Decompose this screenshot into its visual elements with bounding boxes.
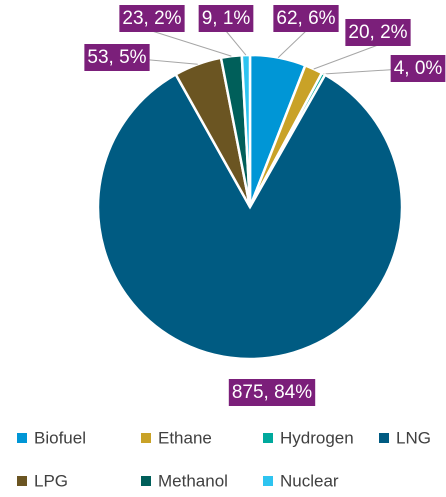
legend-swatch: [141, 476, 151, 486]
legend-label: Hydrogen: [280, 428, 354, 447]
leader-line: [151, 30, 232, 57]
leader-line: [277, 30, 307, 58]
data-label-text: 23, 2%: [122, 8, 181, 29]
slice: [240, 53, 252, 208]
data-label-text: 53, 5%: [87, 47, 146, 68]
legend-swatch: [17, 433, 27, 443]
legend-swatch: [379, 433, 389, 443]
leader-line: [313, 44, 379, 70]
legend-label: LNG: [396, 428, 431, 447]
data-label-text: 875, 84%: [232, 382, 312, 403]
legend-label: LPG: [34, 471, 68, 490]
legend-swatch: [141, 433, 151, 443]
data-label-bg: [198, 5, 254, 32]
data-label: 9, 1%: [198, 5, 254, 32]
data-label: 4, 0%: [390, 55, 446, 82]
legend-label: Biofuel: [34, 428, 86, 447]
legend-label: Ethane: [158, 428, 212, 447]
leader-line: [225, 30, 247, 56]
legend-swatch: [17, 476, 27, 486]
data-label-text: 9, 1%: [202, 8, 251, 29]
slice: [96, 72, 404, 361]
data-label: 53, 5%: [84, 44, 150, 71]
data-label-bg: [390, 55, 446, 82]
legend-label: Nuclear: [280, 471, 339, 490]
data-label-bg: [84, 44, 150, 71]
data-label-bg: [119, 5, 185, 32]
data-label-bg: [345, 19, 411, 46]
legend-swatch: [263, 433, 273, 443]
data-label: 62, 6%: [273, 5, 339, 32]
data-label-bg: [273, 5, 339, 32]
legend-label: Methanol: [158, 471, 228, 490]
data-label: 23, 2%: [119, 5, 185, 32]
data-label: 20, 2%: [345, 19, 411, 46]
legend-swatch: [263, 476, 273, 486]
data-label-text: 20, 2%: [348, 22, 407, 43]
data-label-bg: [228, 379, 316, 406]
data-label-text: 4, 0%: [394, 58, 443, 79]
data-label: 875, 84%: [228, 379, 316, 406]
data-label-text: 62, 6%: [276, 8, 335, 29]
